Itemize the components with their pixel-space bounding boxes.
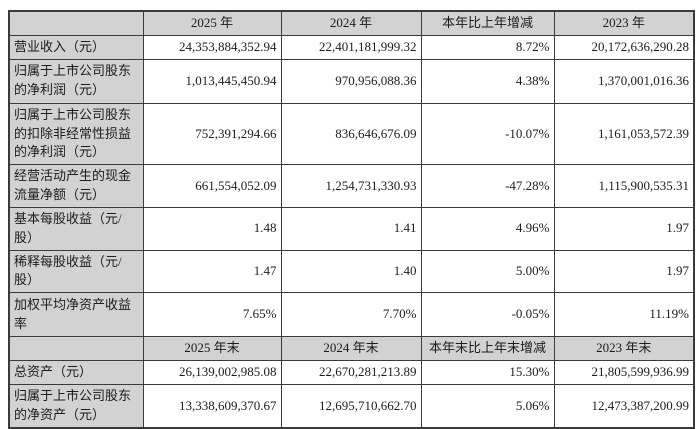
value-cell: 5.00%: [420, 249, 555, 294]
table-row: 归属于上市公司股东的净利润（元） 1,013,445,450.94 970,95…: [8, 58, 695, 104]
table-row: 稀释每股收益（元/股） 1.47 1.40 5.00% 1.97: [8, 249, 695, 294]
value-cell: 21,805,599,936.99: [553, 360, 695, 386]
column-header-2025-end: 2025 年末: [142, 336, 282, 362]
row-label-net-profit-excl-nonrecurring: 归属于上市公司股东的扣除非经常性损益的净利润（元）: [8, 102, 144, 166]
table-row: 营业收入（元） 24,353,884,352.94 22,401,181,999…: [8, 34, 695, 60]
column-header-2024: 2024 年: [280, 10, 422, 36]
value-cell: -0.05%: [420, 292, 555, 338]
table-row: 基本每股收益（元/股） 1.48 1.41 4.96% 1.97: [8, 206, 695, 251]
value-cell: 1.97: [553, 206, 695, 251]
value-cell: 24,353,884,352.94: [142, 34, 282, 60]
value-cell: 22,401,181,999.32: [280, 34, 422, 60]
corner-cell: [8, 10, 144, 36]
value-cell: 11.19%: [553, 292, 695, 338]
column-header-end-change: 本年末比上年末增减: [420, 336, 555, 362]
column-header-2023-end: 2023 年末: [553, 336, 695, 362]
value-cell: 8.72%: [420, 34, 555, 60]
table-row: 总资产（元） 26,139,002,985.08 22,670,281,213.…: [8, 360, 695, 386]
row-label-operating-cash-flow: 经营活动产生的现金流量净额（元）: [8, 164, 144, 208]
row-label-diluted-eps: 稀释每股收益（元/股）: [8, 249, 144, 294]
table-row: 经营活动产生的现金流量净额（元） 661,554,052.09 1,254,73…: [8, 164, 695, 208]
value-cell: 1,115,900,535.31: [553, 164, 695, 208]
value-cell: 1.41: [280, 206, 422, 251]
value-cell: 1,254,731,330.93: [280, 164, 422, 208]
value-cell: 22,670,281,213.89: [280, 360, 422, 386]
table-row: 归属于上市公司股东的扣除非经常性损益的净利润（元） 752,391,294.66…: [8, 102, 695, 166]
row-label-weighted-avg-roe: 加权平均净资产收益率: [8, 292, 144, 338]
table-row: 归属于上市公司股东的净资产（元） 13,338,609,370.67 12,69…: [8, 384, 695, 429]
value-cell: 4.96%: [420, 206, 555, 251]
value-cell: 12,473,387,200.99: [553, 384, 695, 429]
column-header-yoy-change: 本年比上年增减: [420, 10, 555, 36]
value-cell: 1.40: [280, 249, 422, 294]
value-cell: 15.30%: [420, 360, 555, 386]
value-cell: -47.28%: [420, 164, 555, 208]
value-cell: 752,391,294.66: [142, 102, 282, 166]
row-label-net-assets: 归属于上市公司股东的净资产（元）: [8, 384, 144, 429]
value-cell: 661,554,052.09: [142, 164, 282, 208]
value-cell: 13,338,609,370.67: [142, 384, 282, 429]
table-row: 2025 年 2024 年 本年比上年增减 2023 年: [8, 10, 695, 36]
value-cell: 4.38%: [420, 58, 555, 104]
value-cell: 1,013,445,450.94: [142, 58, 282, 104]
value-cell: 1.48: [142, 206, 282, 251]
value-cell: 970,956,088.36: [280, 58, 422, 104]
financial-summary-table-container: 2025 年 2024 年 本年比上年增减 2023 年 营业收入（元） 24,…: [8, 10, 695, 429]
table-row: 2025 年末 2024 年末 本年末比上年末增减 2023 年末: [8, 336, 695, 362]
value-cell: 5.06%: [420, 384, 555, 429]
row-label-net-profit: 归属于上市公司股东的净利润（元）: [8, 58, 144, 104]
value-cell: 20,172,636,290.28: [553, 34, 695, 60]
column-header-2024-end: 2024 年末: [280, 336, 422, 362]
value-cell: 1.47: [142, 249, 282, 294]
value-cell: 836,646,676.09: [280, 102, 422, 166]
value-cell: 7.65%: [142, 292, 282, 338]
value-cell: 26,139,002,985.08: [142, 360, 282, 386]
value-cell: 1,161,053,572.39: [553, 102, 695, 166]
value-cell: 1,370,001,016.36: [553, 58, 695, 104]
corner-cell: [8, 336, 144, 362]
row-label-total-assets: 总资产（元）: [8, 360, 144, 386]
row-label-revenue: 营业收入（元）: [8, 34, 144, 60]
row-label-basic-eps: 基本每股收益（元/股）: [8, 206, 144, 251]
table-row: 加权平均净资产收益率 7.65% 7.70% -0.05% 11.19%: [8, 292, 695, 338]
column-header-2023: 2023 年: [553, 10, 695, 36]
column-header-2025: 2025 年: [142, 10, 282, 36]
value-cell: 7.70%: [280, 292, 422, 338]
key-financials-table: 2025 年 2024 年 本年比上年增减 2023 年 营业收入（元） 24,…: [8, 10, 695, 429]
value-cell: 1.97: [553, 249, 695, 294]
value-cell: -10.07%: [420, 102, 555, 166]
value-cell: 12,695,710,662.70: [280, 384, 422, 429]
